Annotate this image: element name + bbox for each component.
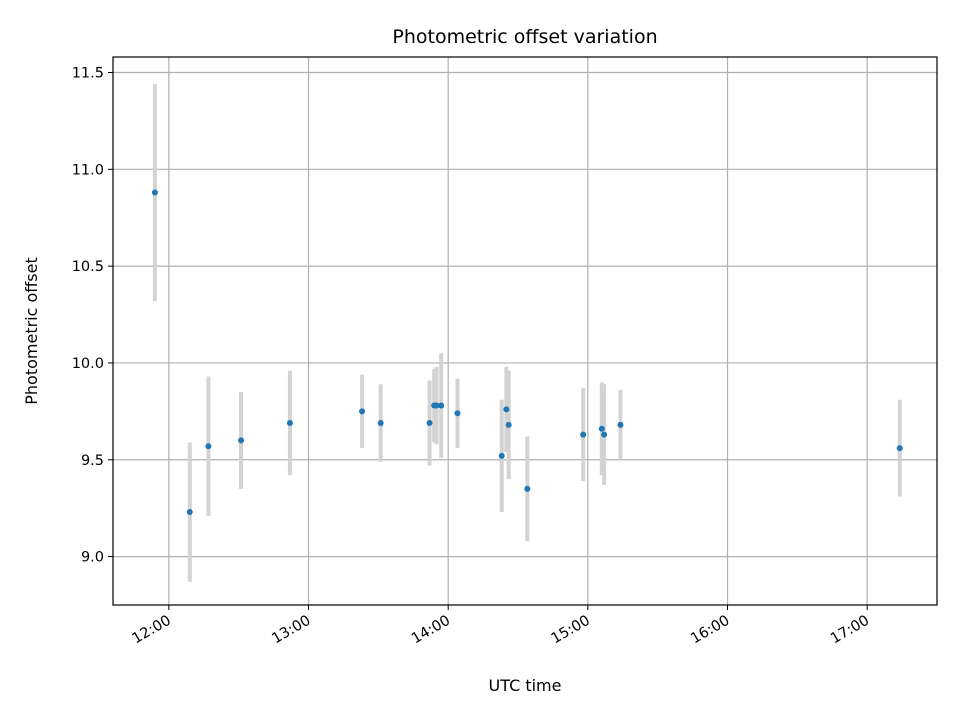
x-axis-title: UTC time — [489, 676, 562, 695]
y-tick-label: 9.5 — [81, 453, 104, 469]
data-point — [426, 419, 433, 426]
data-point — [598, 425, 605, 432]
plot-frame — [112, 56, 938, 606]
data-point — [896, 445, 903, 452]
y-axis-title: Photometric offset — [22, 257, 41, 405]
y-tick-label: 10.5 — [72, 259, 104, 275]
data-point — [438, 402, 445, 409]
y-tick-label: 11.0 — [72, 162, 104, 178]
data-point — [454, 410, 461, 417]
data-point — [377, 419, 384, 426]
data-point — [205, 443, 212, 450]
data-point — [286, 419, 293, 426]
data-point — [238, 437, 245, 444]
data-point — [524, 485, 531, 492]
y-tick-label: 10.0 — [72, 356, 104, 372]
data-point — [580, 431, 587, 438]
data-point — [505, 421, 512, 428]
data-point — [433, 402, 440, 409]
data-point — [601, 431, 608, 438]
data-point — [186, 509, 193, 516]
data-point — [503, 406, 510, 413]
data-point — [359, 408, 366, 415]
chart-title: Photometric offset variation — [392, 26, 657, 48]
data-point — [617, 421, 624, 428]
data-point — [151, 189, 158, 196]
data-points — [151, 189, 903, 516]
y-tick-label: 11.5 — [72, 65, 104, 81]
data-point — [498, 452, 505, 459]
y-axis: 9.0 9.5 10.0 10.5 11.0 11.5 — [72, 65, 113, 566]
grid-lines — [113, 57, 937, 605]
y-tick-label: 9.0 — [81, 550, 104, 566]
